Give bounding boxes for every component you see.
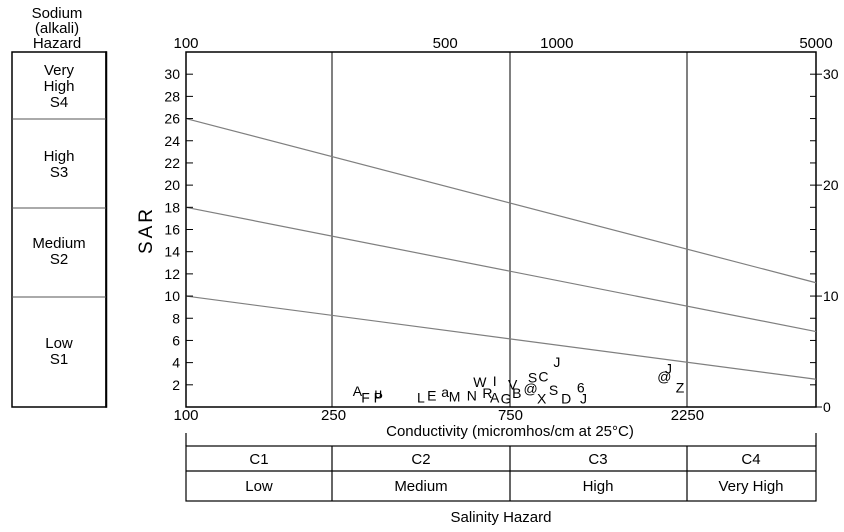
x-tick-label-top: 5000 — [799, 35, 832, 52]
sodium-header-line-3: Hazard — [33, 35, 81, 52]
sample-point: I — [493, 373, 497, 389]
x-tick-label-bottom: 2250 — [671, 407, 704, 424]
zone-s3-line-1: High — [44, 148, 75, 165]
salinity-hazard-title: Salinity Hazard — [451, 509, 552, 526]
y-tick-label-left: 20 — [164, 177, 180, 193]
y-tick-label-left: 30 — [164, 66, 180, 82]
x-tick-label-top: 500 — [433, 35, 458, 52]
sample-point: X — [537, 391, 547, 407]
zone-s1-line-2: S1 — [50, 351, 68, 368]
salinity-c4-code: C4 — [741, 451, 760, 468]
sample-point: Z — [676, 380, 685, 396]
sodium-zone-dividers — [12, 118, 106, 298]
y-tick-label-right: 10 — [823, 288, 839, 304]
sample-point: W — [473, 374, 487, 390]
y-tick-label-left: 2 — [172, 377, 180, 393]
plot-frame — [185, 51, 817, 408]
sample-point: D — [561, 391, 571, 407]
salinity-c3-code: C3 — [588, 451, 607, 468]
sample-point: A — [353, 383, 363, 399]
y-tick-label-left: 10 — [164, 288, 180, 304]
y-tick-label-left: 24 — [164, 133, 180, 149]
sample-point: G — [501, 391, 512, 407]
salinity-class-labels: C1 C2 C3 C4 Low Medium High Very High — [245, 451, 783, 495]
y-tick-label-right: 20 — [823, 177, 839, 193]
y-tick-label-left: 12 — [164, 266, 180, 282]
x-tick-label-bottom: 750 — [498, 407, 523, 424]
plot-area — [185, 51, 817, 408]
hazard-line-3 — [185, 295, 817, 380]
sample-point: J — [580, 391, 587, 407]
zone-s4-line-3: S4 — [50, 94, 68, 111]
x-tick-label-top: 1000 — [540, 35, 573, 52]
y-tick-label-left: 4 — [172, 355, 180, 371]
sample-point: P — [374, 390, 383, 406]
zone-s1-line-1: Low — [45, 335, 73, 352]
sample-point: L — [417, 390, 425, 406]
sample-point: B — [512, 385, 521, 401]
x-tick-label-bottom: 250 — [321, 407, 346, 424]
zone-s2-line-2: S2 — [50, 251, 68, 268]
y-tick-label-right: 0 — [823, 399, 831, 415]
sample-point: E — [427, 387, 436, 403]
salinity-c2-code: C2 — [411, 451, 430, 468]
sodium-zone-labels: Very High S4 High S3 Medium S2 Low S1 — [32, 62, 85, 368]
y-tick-label-left: 8 — [172, 310, 180, 326]
sample-point: @ — [524, 381, 538, 397]
y-tick-label-left: 28 — [164, 88, 180, 104]
sodium-header-line-1: Sodium — [32, 5, 83, 22]
sample-point: a — [441, 384, 449, 400]
sample-point: N — [467, 387, 477, 403]
y-tick-label-left: 6 — [172, 332, 180, 348]
sample-point: R — [482, 385, 492, 401]
salinity-c1-code: C1 — [249, 451, 268, 468]
y-tick-label-left: 14 — [164, 244, 180, 260]
sample-point: A — [490, 390, 500, 406]
sodium-hazard-lines — [185, 117, 817, 380]
salinity-hazard-table — [185, 433, 817, 502]
zone-s4-line-2: High — [44, 78, 75, 95]
x-tick-label-bottom: 100 — [173, 407, 198, 424]
zone-s2-line-1: Medium — [32, 235, 85, 252]
y-tick-label-left: 18 — [164, 199, 180, 215]
sample-point: S — [528, 370, 537, 386]
y-tick-label-left: 26 — [164, 111, 180, 127]
sample-point: u — [374, 385, 382, 401]
sample-point: F — [361, 390, 370, 406]
sample-point: @ — [657, 368, 671, 384]
salinity-c3-label: High — [583, 478, 614, 495]
sodium-hazard-column — [11, 51, 108, 408]
salinity-table-frame — [185, 445, 817, 502]
y-tick-label-left: 16 — [164, 222, 180, 238]
y-axis-label: SAR — [136, 206, 157, 254]
sample-point: V — [508, 376, 518, 392]
sample-point: 6 — [577, 380, 585, 396]
x-tick-label-top: 100 — [173, 35, 198, 52]
salinity-c2-label: Medium — [394, 478, 447, 495]
zone-s3-line-2: S3 — [50, 164, 68, 181]
hazard-line-1 — [185, 117, 817, 284]
x-axis-label: Conductivity (micromhos/cm at 25°C) — [386, 423, 634, 440]
sample-point: J — [665, 361, 672, 377]
sample-point: M — [449, 388, 461, 404]
salinity-c1-label: Low — [245, 478, 273, 495]
hazard-line-2 — [185, 206, 817, 333]
sample-point: S — [549, 382, 558, 398]
sample-point: J — [553, 354, 560, 370]
salinity-c4-label: Very High — [718, 478, 783, 495]
sodium-header-line-2: (alkali) — [35, 20, 79, 37]
sodium-label-separator — [105, 51, 108, 408]
sample-point: C — [538, 368, 548, 384]
y-tick-label-left: 22 — [164, 155, 180, 171]
y-tick-label-right: 30 — [823, 66, 839, 82]
zone-s4-line-1: Very — [44, 62, 75, 79]
